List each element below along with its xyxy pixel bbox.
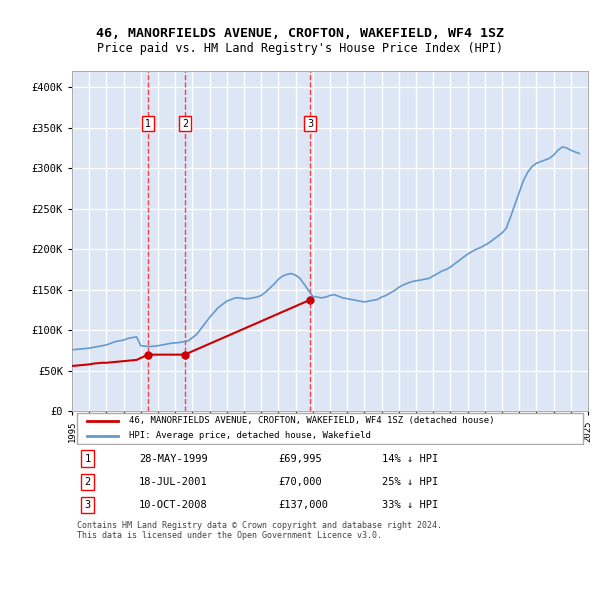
Text: 1: 1 xyxy=(145,119,151,129)
Text: Contains HM Land Registry data © Crown copyright and database right 2024.
This d: Contains HM Land Registry data © Crown c… xyxy=(77,521,442,540)
Text: £70,000: £70,000 xyxy=(278,477,322,487)
Text: 46, MANORFIELDS AVENUE, CROFTON, WAKEFIELD, WF4 1SZ (detached house): 46, MANORFIELDS AVENUE, CROFTON, WAKEFIE… xyxy=(129,417,494,425)
Text: £69,995: £69,995 xyxy=(278,454,322,464)
Text: 25% ↓ HPI: 25% ↓ HPI xyxy=(382,477,438,487)
Text: HPI: Average price, detached house, Wakefield: HPI: Average price, detached house, Wake… xyxy=(129,431,371,441)
Text: 2: 2 xyxy=(85,477,91,487)
Text: 28-MAY-1999: 28-MAY-1999 xyxy=(139,454,208,464)
Text: 18-JUL-2001: 18-JUL-2001 xyxy=(139,477,208,487)
Text: 2: 2 xyxy=(182,119,188,129)
Text: Price paid vs. HM Land Registry's House Price Index (HPI): Price paid vs. HM Land Registry's House … xyxy=(97,42,503,55)
Text: 10-OCT-2008: 10-OCT-2008 xyxy=(139,500,208,510)
Text: 3: 3 xyxy=(85,500,91,510)
Text: 3: 3 xyxy=(307,119,313,129)
Text: 14% ↓ HPI: 14% ↓ HPI xyxy=(382,454,438,464)
Text: £137,000: £137,000 xyxy=(278,500,328,510)
Text: 33% ↓ HPI: 33% ↓ HPI xyxy=(382,500,438,510)
Text: 1: 1 xyxy=(85,454,91,464)
FancyBboxPatch shape xyxy=(77,413,583,444)
Text: 46, MANORFIELDS AVENUE, CROFTON, WAKEFIELD, WF4 1SZ: 46, MANORFIELDS AVENUE, CROFTON, WAKEFIE… xyxy=(96,27,504,40)
